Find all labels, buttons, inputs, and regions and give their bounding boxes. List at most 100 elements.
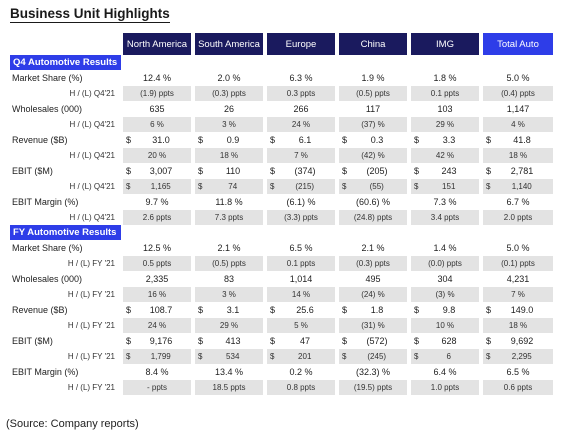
change-row: H / (L) Q4'21 6 % 3 % 24 % (37) % 29 % 4 % [10,117,553,132]
change-value: 2.0 ppts [479,210,553,225]
change-value-text: 3 % [222,290,236,299]
metric-value: 1.4 % [407,240,481,256]
header-spacer [10,33,121,55]
change-label: H / (L) FY '21 [10,349,121,364]
change-row: H / (L) Q4'21 2.6 ppts 7.3 ppts (3.3) ppts (… [10,210,553,225]
currency-symbol: $ [198,336,204,346]
currency-symbol: $ [486,305,492,315]
change-value-text: (24.8) ppts [353,213,393,222]
currency-symbol: $ [270,135,276,145]
change-value: 0.1 ppts [263,256,337,271]
metric-value: 2.1 % [191,240,265,256]
change-value-text: - ppts [146,383,167,392]
metric-value: 83 [191,271,265,287]
change-value-text: 2.0 ppts [503,213,533,222]
change-value: 3.4 ppts [407,210,481,225]
change-row: H / (L) Q4'21 20 % 18 % 7 % (42) % 42 % 18 % [10,148,553,163]
metric-row: Revenue ($B) $108.7 $3.1 $25.6 $1.8 $9.8 $149.… [10,302,553,318]
change-value-text: 42 % [435,151,455,160]
currency-symbol: $ [414,182,419,191]
metric-value-text: 6.3 % [289,73,313,83]
change-value: 3 % [191,287,265,302]
section-label: FY Automotive Results [10,225,121,240]
change-label: H / (L) Q4'21 [10,210,121,225]
change-value-text: 6 % [150,120,164,129]
change-value: (19.5) ppts [335,380,409,395]
change-value: 42 % [407,148,481,163]
change-value-text: 18 % [508,321,528,330]
change-value-text: (31) % [361,321,385,330]
change-value: (0.3) ppts [335,256,409,271]
currency-symbol: $ [198,166,204,176]
currency-symbol: $ [414,336,420,346]
change-value: 0.3 ppts [263,86,337,101]
metric-value-text: 3.3 [442,135,456,145]
metric-value-text: 41.8 [513,135,531,145]
table-body: North America South America Europe China… [10,33,553,395]
metric-value: 2,335 [119,271,193,287]
metric-value: $628 [407,333,481,349]
metric-value-text: 1,014 [289,274,313,284]
header-row: North America South America Europe China… [10,33,553,55]
metric-value: 6.3 % [263,70,337,86]
change-value-text: 7 % [511,290,525,299]
change-value-text: 6 [446,352,451,361]
metric-value-text: 1.4 % [433,243,457,253]
change-value-text: 1.0 ppts [430,383,460,392]
change-value-text: (0.1) ppts [501,259,535,268]
change-value-text: 24 % [291,120,311,129]
section-spacer [265,55,337,70]
change-value-text: (42) % [361,151,385,160]
currency-symbol: $ [270,182,275,191]
metric-label: EBIT Margin (%) [12,197,79,207]
change-row: H / (L) FY '21 24 % 29 % 5 % (31) % 10 % 18 % [10,318,553,333]
change-value: (0.3) ppts [191,86,265,101]
metric-row: Revenue ($B) $31.0 $0.9 $6.1 $0.3 $3.3 $41.8 [10,132,553,148]
change-value: (3) % [407,287,481,302]
metric-value-text: 1,147 [506,104,530,114]
metric-value: $243 [407,163,481,179]
metric-value-text: 31.0 [152,135,170,145]
change-value-text: (3.3) ppts [284,213,318,222]
metric-value: 2.1 % [335,240,409,256]
source-note: (Source: Company reports) [6,418,139,430]
metric-value-text: 2.0 % [217,73,241,83]
metric-value: $41.8 [479,132,553,148]
change-value: (0.0) ppts [407,256,481,271]
change-value-text: (0.5) ppts [356,89,390,98]
metric-value: 0.2 % [263,364,337,380]
change-value-text: 7 % [294,151,308,160]
metric-value: 304 [407,271,481,287]
metric-value-text: 0.9 [226,135,240,145]
change-value: 3 % [191,117,265,132]
metric-row: Wholesales (000) 2,335 83 1,014 495 304 4,231 [10,271,553,287]
metric-value: 6.5 % [479,364,553,380]
change-value-text: 0.1 ppts [286,259,316,268]
metric-value-text: 6.4 % [433,367,457,377]
change-value-text: 1,165 [150,182,171,191]
metric-value-text: 6.5 % [289,243,313,253]
metric-value: 4,231 [479,271,553,287]
page-title: Business Unit Highlights [10,6,170,23]
metric-value-text: 1.8 % [433,73,457,83]
currency-symbol: $ [126,305,132,315]
currency-symbol: $ [342,305,348,315]
currency-symbol: $ [198,135,204,145]
change-value-text: (37) % [361,120,385,129]
change-value-text: 1,799 [150,352,171,361]
change-value: $201 [263,349,337,364]
change-value: $151 [407,179,481,194]
metric-value: 26 [191,101,265,117]
section-spacer [409,225,481,240]
metric-value: 6.7 % [479,194,553,210]
metric-value: 5.0 % [479,70,553,86]
metric-value-text: 149.0 [510,305,534,315]
metric-value-text: 7.3 % [433,197,457,207]
metric-label: EBIT ($M) [12,166,53,176]
metric-row: Market Share (%) 12.5 % 2.1 % 6.5 % 2.1 % 1.4… [10,240,553,256]
currency-symbol: $ [486,352,491,361]
change-value-text: 18 % [508,151,528,160]
change-value-text: 0.3 ppts [286,89,316,98]
metric-value: $110 [191,163,265,179]
metric-value: 11.8 % [191,194,265,210]
